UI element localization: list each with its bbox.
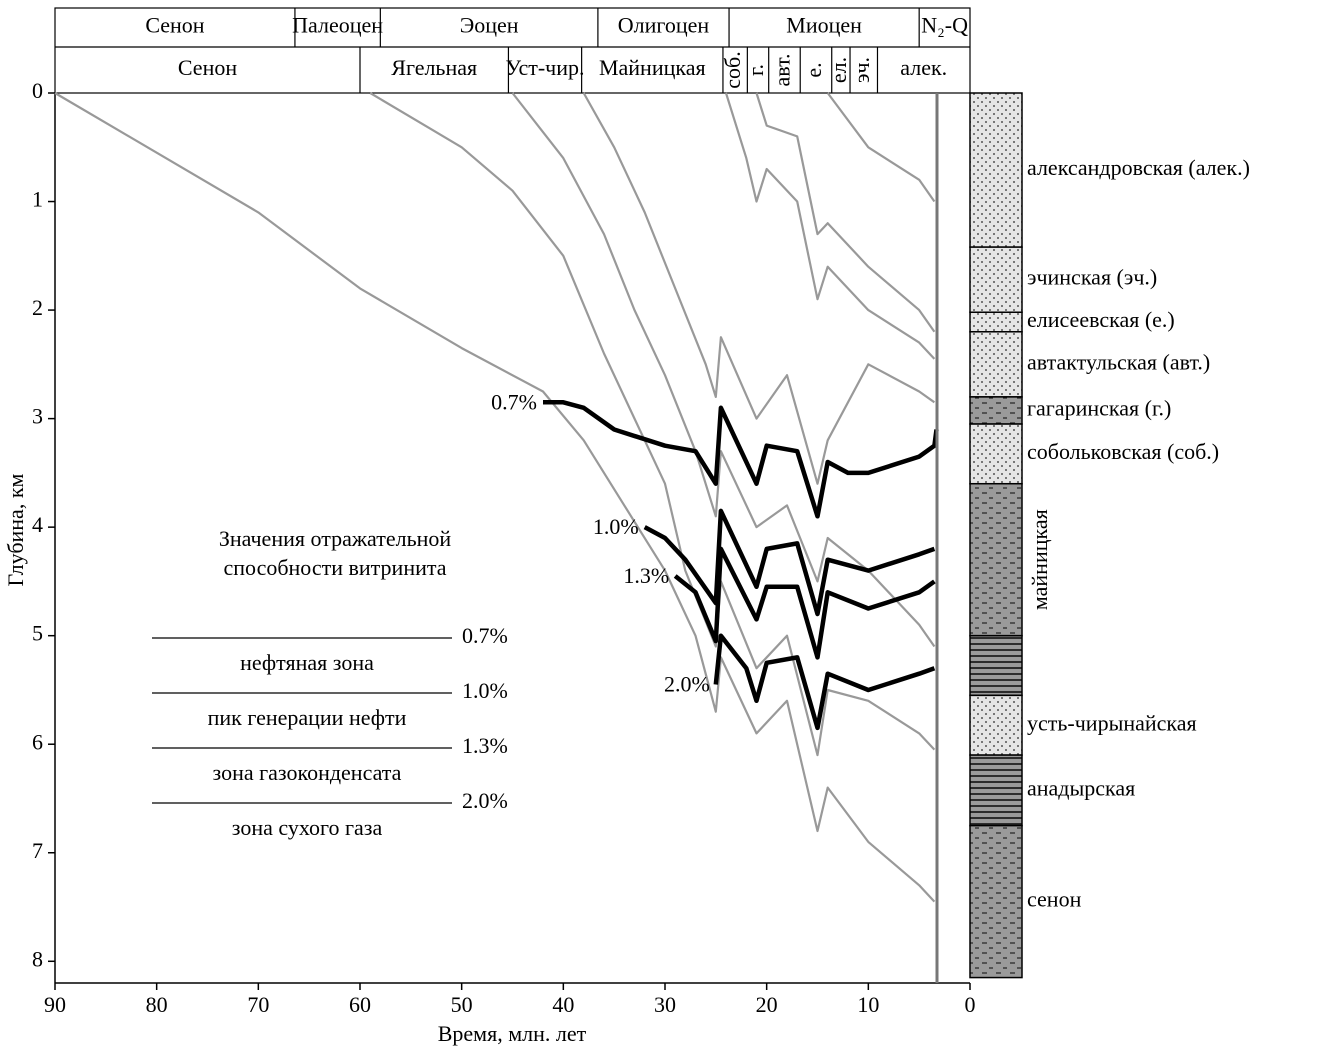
isoline-label: 1.3%	[623, 563, 669, 588]
column-layer	[970, 93, 1022, 247]
layer-label: автактульская (авт.)	[1027, 349, 1210, 374]
y-tick-label: 5	[32, 621, 43, 646]
layer-label: анадырская	[1027, 775, 1135, 800]
layer-label: елисеевская (е.)	[1027, 307, 1175, 332]
burial-curve	[584, 93, 935, 484]
vitrinite-isoline	[645, 511, 935, 614]
burial-curve	[828, 93, 935, 202]
vitrinite-isoline	[543, 402, 937, 516]
unit-label: эч.	[849, 57, 874, 83]
column-layer	[970, 397, 1022, 424]
unit-label: алек.	[900, 55, 947, 80]
unit-label: Палеоцен	[292, 13, 383, 38]
x-tick-label: 10	[857, 992, 879, 1017]
y-tick-label: 3	[32, 404, 43, 429]
unit-label: Сенон	[178, 55, 237, 80]
y-tick-label: 4	[32, 512, 43, 537]
unit-label: N₂-Q	[921, 13, 968, 38]
column-layer	[970, 424, 1022, 484]
unit-label: Миоцен	[786, 13, 862, 38]
column-layer	[970, 312, 1022, 332]
y-axis-title: Глубина, км	[3, 473, 28, 586]
legend-zone: зона сухого газа	[232, 815, 383, 840]
x-axis-title: Время, млн. лет	[438, 1021, 587, 1046]
unit-label: авт.	[770, 53, 795, 86]
unit-label: Олигоцен	[618, 13, 710, 38]
x-tick-label: 80	[146, 992, 168, 1017]
unit-label: ел.	[826, 57, 851, 83]
burial-curve	[513, 93, 935, 647]
y-tick-label: 8	[32, 946, 43, 971]
unit-label: Ягельная	[391, 55, 477, 80]
x-tick-label: 70	[247, 992, 269, 1017]
isoline-label: 1.0%	[593, 514, 639, 539]
layer-label: майницкая	[1027, 509, 1052, 610]
y-tick-label: 0	[32, 78, 43, 103]
burial-curve	[55, 93, 934, 902]
column-layer	[970, 332, 1022, 397]
unit-label: Сенон	[145, 13, 204, 38]
y-tick-label: 7	[32, 838, 43, 863]
y-tick-label: 6	[32, 729, 43, 754]
legend-zone: нефтяная зона	[240, 650, 374, 675]
layer-label: александровская (алек.)	[1027, 155, 1250, 180]
legend-label: 2.0%	[462, 788, 508, 813]
x-tick-label: 30	[654, 992, 676, 1017]
column-layer	[970, 247, 1022, 312]
layer-label: сенон	[1027, 887, 1082, 912]
x-tick-label: 20	[756, 992, 778, 1017]
legend-zone: зона газоконденсата	[213, 760, 402, 785]
plot: Сенон Палеоцен Эоцен Олигоцен Миоцен N₂-Q Сено…	[32, 8, 1250, 1017]
unit-label: е.	[801, 62, 826, 77]
isoline-label: 0.7%	[491, 389, 537, 414]
x-tick-label: 50	[451, 992, 473, 1017]
layer-label: собольковская (соб.)	[1027, 439, 1219, 464]
burial-curve	[370, 93, 934, 755]
column-layer	[970, 695, 1022, 755]
column-layer	[970, 636, 1022, 696]
layer-label: гагаринская (г.)	[1027, 396, 1171, 421]
unit-label: соб.	[720, 51, 745, 88]
column-layer	[970, 755, 1022, 826]
x-tick-label: 60	[349, 992, 371, 1017]
legend-label: 1.0%	[462, 678, 508, 703]
y-tick-label: 1	[32, 187, 43, 212]
unit-label: Майницкая	[599, 55, 706, 80]
unit-label: г.	[743, 64, 768, 76]
x-tick-label: 40	[552, 992, 574, 1017]
legend-zone: пик генерации нефти	[208, 705, 407, 730]
column-layer	[970, 484, 1022, 636]
layer-label: усть-чирынайская	[1027, 710, 1197, 735]
legend-label: 1.3%	[462, 733, 508, 758]
chart: Сенон Палеоцен Эоцен Олигоцен Миоцен N₂-Q Сено…	[0, 0, 1319, 1050]
unit-label: Эоцен	[460, 13, 519, 38]
x-tick-label: 90	[44, 992, 66, 1017]
unit-label: Уст-чир.	[506, 55, 585, 80]
x-tick-label: 0	[965, 992, 976, 1017]
legend-title: способности витринита	[223, 555, 446, 580]
isoline-label: 2.0%	[664, 672, 710, 697]
column-layer	[970, 826, 1022, 978]
page: Сенон Палеоцен Эоцен Олигоцен Миоцен N₂-Q Сено…	[0, 0, 1319, 1050]
legend-title: Значения отражательной	[219, 526, 452, 551]
y-tick-label: 2	[32, 295, 43, 320]
layer-label: эчинская (эч.)	[1027, 265, 1157, 290]
burial-curve	[757, 93, 935, 332]
legend-label: 0.7%	[462, 623, 508, 648]
